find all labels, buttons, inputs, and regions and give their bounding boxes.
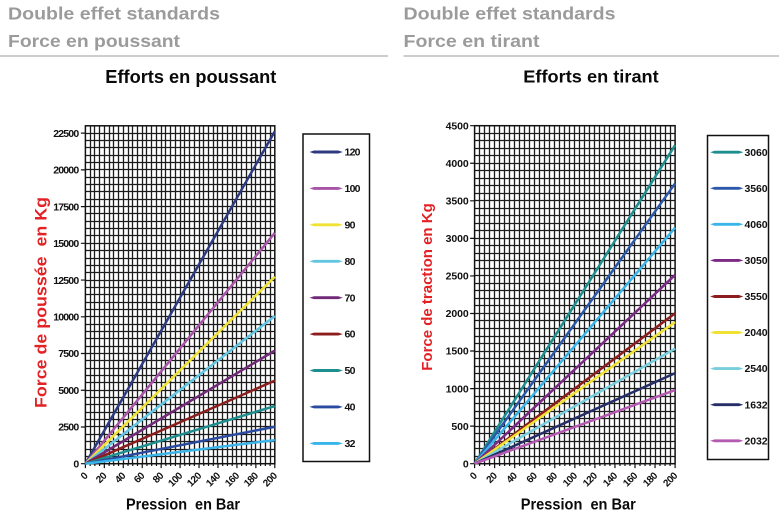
- svg-text:Force en tirant: Force en tirant: [404, 31, 540, 51]
- svg-text:100: 100: [345, 183, 361, 195]
- svg-text:20000: 20000: [53, 165, 79, 177]
- svg-text:3060: 3060: [745, 147, 768, 159]
- svg-text:3560: 3560: [745, 183, 768, 195]
- svg-text:22500: 22500: [53, 128, 79, 140]
- svg-text:15000: 15000: [53, 238, 79, 250]
- svg-text:2000: 2000: [446, 308, 469, 320]
- svg-text:80: 80: [345, 256, 356, 268]
- svg-text:32: 32: [345, 438, 356, 450]
- svg-text:4500: 4500: [446, 120, 469, 132]
- svg-text:60: 60: [345, 329, 356, 341]
- svg-text:4060: 4060: [745, 219, 768, 231]
- svg-text:Force de traction en Kg: Force de traction en Kg: [419, 203, 436, 371]
- svg-text:50: 50: [345, 365, 356, 377]
- svg-text:500: 500: [451, 421, 468, 433]
- svg-text:Double effet standards: Double effet standards: [8, 3, 220, 23]
- svg-text:Force de poussée en Kg: Force de poussée en Kg: [32, 197, 51, 408]
- svg-text:2040: 2040: [745, 327, 768, 339]
- svg-text:0: 0: [463, 458, 469, 470]
- svg-text:3050: 3050: [745, 255, 768, 267]
- svg-text:2032: 2032: [745, 435, 768, 447]
- svg-text:3500: 3500: [446, 196, 469, 208]
- svg-text:10000: 10000: [53, 312, 79, 324]
- svg-text:2500: 2500: [58, 422, 79, 434]
- svg-text:1500: 1500: [446, 346, 469, 358]
- svg-text:2500: 2500: [446, 271, 469, 283]
- svg-text:3550: 3550: [745, 291, 768, 303]
- svg-text:3000: 3000: [446, 233, 469, 245]
- svg-text:Pression en Bar: Pression en Bar: [521, 497, 636, 514]
- svg-text:0: 0: [73, 458, 79, 470]
- svg-text:Pression en Bar: Pression en Bar: [126, 497, 240, 514]
- svg-text:Double effet standards: Double effet standards: [404, 3, 616, 23]
- svg-text:7500: 7500: [58, 348, 79, 360]
- svg-text:2540: 2540: [745, 363, 768, 375]
- svg-text:4000: 4000: [446, 158, 469, 170]
- svg-text:120: 120: [345, 147, 361, 159]
- svg-text:12500: 12500: [53, 275, 79, 287]
- svg-text:1000: 1000: [446, 383, 469, 395]
- svg-text:5000: 5000: [58, 385, 79, 397]
- svg-text:Force en poussant: Force en poussant: [8, 31, 180, 51]
- svg-text:Efforts en tirant: Efforts en tirant: [523, 67, 659, 87]
- svg-text:1632: 1632: [745, 399, 768, 411]
- svg-text:90: 90: [345, 219, 356, 231]
- svg-text:70: 70: [345, 292, 356, 304]
- svg-text:40: 40: [345, 402, 356, 414]
- svg-text:Efforts en poussant: Efforts en poussant: [105, 66, 276, 87]
- svg-text:17500: 17500: [53, 201, 79, 213]
